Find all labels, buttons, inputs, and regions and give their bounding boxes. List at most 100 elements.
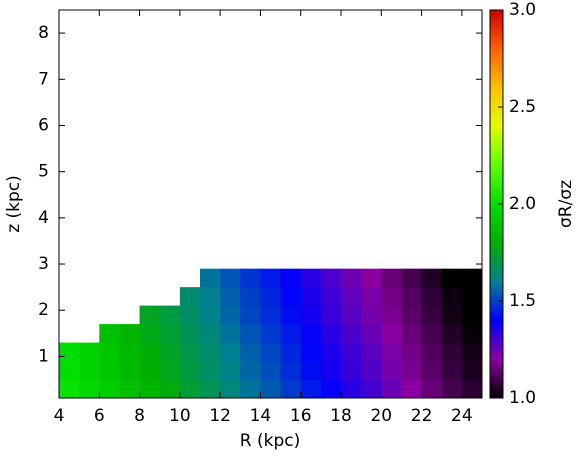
heat-cell bbox=[99, 361, 120, 381]
heat-cell bbox=[320, 342, 342, 362]
heat-cell bbox=[280, 287, 302, 307]
heat-cell bbox=[139, 342, 161, 362]
x-tick-label: 22 bbox=[411, 406, 433, 426]
heat-cell bbox=[300, 379, 322, 399]
heat-cell bbox=[240, 324, 261, 344]
heat-cell bbox=[119, 324, 141, 344]
heat-cell bbox=[421, 342, 443, 362]
heat-cell bbox=[280, 361, 302, 381]
heat-cell bbox=[280, 324, 302, 344]
heat-cell bbox=[99, 324, 120, 344]
heat-cell bbox=[119, 342, 141, 362]
heat-cell bbox=[381, 305, 402, 325]
heat-cell bbox=[79, 342, 100, 362]
colorbar-tick-label: 2.0 bbox=[509, 194, 536, 214]
heat-cell bbox=[320, 324, 342, 344]
colorbar-tick-label: 1.5 bbox=[509, 291, 536, 311]
heat-cell bbox=[200, 268, 221, 288]
heat-cell bbox=[461, 361, 483, 381]
heat-cell bbox=[79, 361, 100, 381]
heat-cell bbox=[421, 379, 443, 399]
colorbar-tick-label: 1.0 bbox=[509, 388, 536, 408]
heat-cell bbox=[260, 268, 282, 288]
heat-cell bbox=[381, 287, 402, 307]
heat-cell bbox=[361, 342, 382, 362]
heat-cell bbox=[401, 324, 423, 344]
heat-cell bbox=[260, 342, 282, 362]
heat-cell bbox=[220, 342, 241, 362]
x-tick-label: 14 bbox=[250, 406, 272, 426]
heat-cell bbox=[220, 305, 241, 325]
heat-cell bbox=[179, 324, 201, 344]
heat-cell bbox=[260, 361, 282, 381]
x-tick-label: 20 bbox=[370, 406, 392, 426]
heat-cell bbox=[240, 268, 261, 288]
heat-cell bbox=[59, 342, 80, 362]
heat-cell bbox=[79, 379, 100, 399]
heat-cell bbox=[320, 305, 342, 325]
heat-cell bbox=[381, 342, 402, 362]
heat-cell bbox=[220, 324, 241, 344]
heat-cell bbox=[401, 268, 423, 288]
y-axis-label: z (kpc) bbox=[4, 175, 24, 233]
heat-cell bbox=[260, 324, 282, 344]
heat-cell bbox=[240, 361, 261, 381]
x-tick-label: 6 bbox=[94, 406, 105, 426]
colorbar-label: σR/σz bbox=[556, 180, 576, 228]
heat-cell bbox=[59, 379, 80, 399]
heat-cell bbox=[421, 305, 443, 325]
heat-cell bbox=[260, 305, 282, 325]
colorbar-tick-label: 2.5 bbox=[509, 97, 536, 117]
y-tick-label: 6 bbox=[38, 115, 49, 135]
heat-cell bbox=[139, 379, 161, 399]
heat-cell bbox=[441, 342, 463, 362]
heat-cell bbox=[320, 361, 342, 381]
heat-cell bbox=[461, 379, 483, 399]
heat-cell bbox=[421, 324, 443, 344]
heat-cell bbox=[381, 324, 402, 344]
heat-cell bbox=[361, 268, 382, 288]
y-tick-label: 1 bbox=[38, 346, 49, 366]
heat-cell bbox=[179, 287, 201, 307]
heat-cell bbox=[240, 287, 261, 307]
heat-cell bbox=[461, 324, 483, 344]
heat-cell bbox=[139, 361, 161, 381]
heat-cell bbox=[179, 361, 201, 381]
heat-cell bbox=[320, 287, 342, 307]
x-axis-label: R (kpc) bbox=[240, 431, 300, 451]
heat-cell bbox=[421, 268, 443, 288]
heat-cell bbox=[220, 268, 241, 288]
heat-cell bbox=[179, 379, 201, 399]
heat-cell bbox=[361, 379, 382, 399]
heat-cell bbox=[159, 305, 181, 325]
x-tick-label: 12 bbox=[209, 406, 231, 426]
y-tick-label: 2 bbox=[38, 300, 49, 320]
heat-cell bbox=[159, 361, 181, 381]
heat-cell bbox=[421, 287, 443, 307]
heat-cell bbox=[240, 342, 261, 362]
heat-cell bbox=[361, 361, 382, 381]
heat-cell bbox=[179, 305, 201, 325]
heat-cell bbox=[341, 324, 362, 344]
heat-cell bbox=[99, 342, 120, 362]
heat-cell bbox=[300, 324, 322, 344]
heat-cell bbox=[381, 361, 402, 381]
heat-cell bbox=[401, 342, 423, 362]
heat-cell bbox=[441, 305, 463, 325]
heat-cell bbox=[341, 287, 362, 307]
heat-cell bbox=[341, 361, 362, 381]
heat-cell bbox=[341, 379, 362, 399]
heat-cell bbox=[200, 361, 221, 381]
heat-cell bbox=[381, 379, 402, 399]
heat-cell bbox=[59, 361, 80, 381]
heat-cell bbox=[220, 287, 241, 307]
heat-cell bbox=[320, 379, 342, 399]
heat-cell bbox=[461, 268, 483, 288]
heat-cell bbox=[401, 305, 423, 325]
heat-cell bbox=[300, 342, 322, 362]
x-tick-label: 24 bbox=[451, 406, 473, 426]
x-tick-label: 8 bbox=[134, 406, 145, 426]
heat-cell bbox=[341, 342, 362, 362]
x-tick-label: 16 bbox=[290, 406, 312, 426]
heat-cell bbox=[381, 268, 402, 288]
